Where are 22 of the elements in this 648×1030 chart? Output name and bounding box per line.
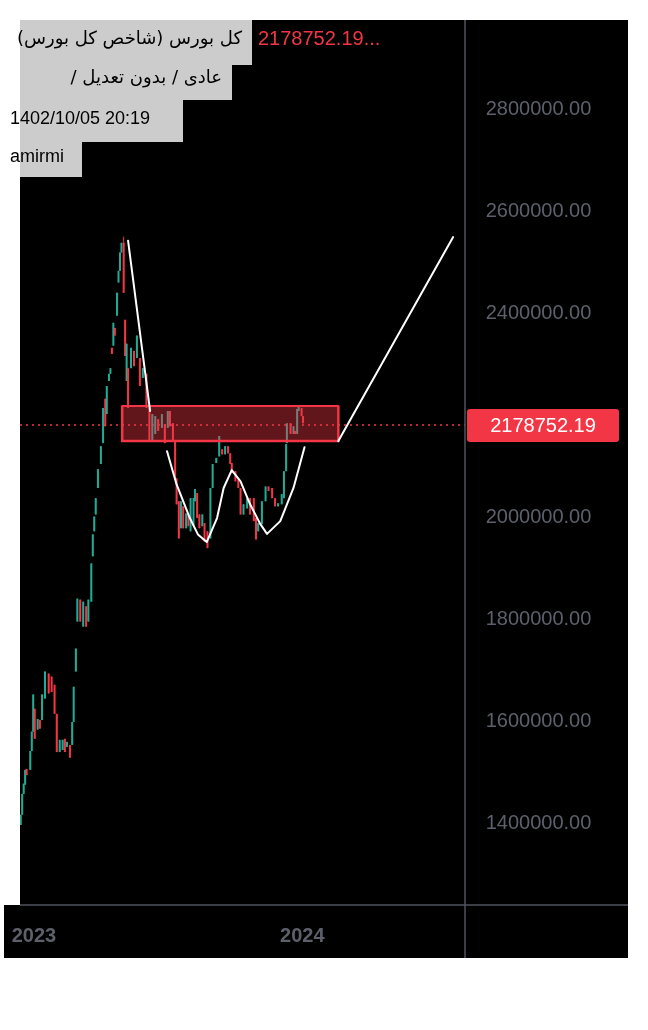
y-tick-label: 2000000.00 (485, 505, 592, 528)
y-tick-label: 2400000.00 (485, 301, 592, 324)
y-tick-label: 2800000.00 (485, 97, 592, 120)
line-series (166, 446, 306, 544)
annotation: amirmi (10, 146, 64, 166)
x-tick-label: 2024 (280, 924, 326, 946)
ref-line-label: 2178752.19 (490, 413, 596, 436)
candlestick (68, 744, 71, 759)
annotation: عادی / بدون تعدیل / (70, 66, 222, 88)
candlestick (20, 814, 22, 826)
y-tick-label: 2600000.00 (485, 199, 592, 222)
candlestick (203, 522, 206, 543)
y-tick-label: 1800000.00 (485, 606, 592, 629)
x-tick-label: 2023 (11, 924, 57, 946)
y-tick-label: 1600000.00 (485, 708, 592, 731)
candlestick (96, 468, 99, 489)
chart-title: کل بورس (شاخص کل بورس) (16, 27, 243, 49)
candlestick (44, 671, 46, 700)
annotation: 1402/10/05 20:19 (10, 108, 151, 128)
candlestick (211, 463, 214, 489)
y-tick-label: 1400000.00 (485, 810, 592, 833)
annotation: 2178752.19... (258, 27, 381, 49)
